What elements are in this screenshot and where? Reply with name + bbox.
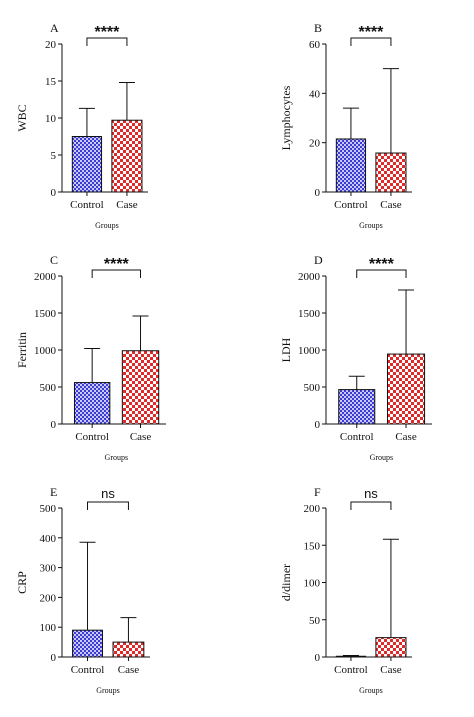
significance-label: ns: [101, 486, 115, 501]
bar-control: [71, 136, 103, 193]
y-tick-label: 0: [315, 187, 321, 199]
x-axis-label: Groups: [95, 221, 119, 230]
y-tick-label: 60: [309, 39, 321, 51]
y-tick-label: 2000: [298, 271, 321, 283]
significance-label: ****: [94, 24, 120, 41]
bar-case: [111, 119, 143, 193]
y-tick-label: 1000: [298, 345, 321, 357]
panel-letter: D: [314, 253, 323, 267]
x-tick-label-case: Case: [395, 431, 417, 443]
x-tick-label-control: Control: [340, 431, 374, 443]
panel-letter: A: [50, 21, 59, 35]
x-tick-label-control: Control: [75, 431, 109, 443]
significance-bracket: [86, 37, 128, 46]
y-axis-label: LDH: [279, 337, 293, 362]
y-tick-label: 0: [315, 652, 321, 664]
y-axis-label: Lymphocytes: [279, 85, 293, 150]
x-tick-label-case: Case: [118, 664, 140, 676]
significance-bracket: [350, 37, 392, 46]
panel-d: D 0 500 1000 1500 2000 LDH Control Case Groups ***…: [279, 253, 432, 462]
y-tick-label: 1000: [34, 345, 57, 357]
x-tick-label-control: Control: [334, 664, 368, 676]
significance-label: ****: [358, 24, 384, 41]
x-tick-label-case: Case: [380, 664, 402, 676]
y-axis-label: Ferritin: [15, 332, 29, 368]
significance-bracket: [91, 269, 142, 278]
significance-bracket: [87, 501, 129, 510]
y-tick-label: 150: [304, 540, 321, 552]
bar-control: [338, 389, 376, 425]
significance-label: ns: [364, 486, 378, 501]
x-axis-label: Groups: [105, 453, 129, 462]
y-tick-label: 200: [40, 592, 57, 604]
y-tick-label: 100: [40, 622, 57, 634]
y-tick-label: 20: [45, 39, 57, 51]
y-tick-label: 20: [309, 138, 321, 150]
significance-bracket: [350, 501, 392, 510]
panel-letter: C: [50, 253, 58, 267]
x-tick-label-control: Control: [70, 199, 104, 211]
bar-case: [112, 641, 145, 658]
significance-label: ****: [104, 256, 130, 273]
y-tick-label: 1500: [298, 308, 321, 320]
y-axis-label: d/dimer: [279, 564, 293, 601]
y-axis-label: WBC: [15, 104, 29, 131]
y-tick-label: 200: [304, 503, 321, 515]
x-tick-label-control: Control: [334, 199, 368, 211]
x-axis-label: Groups: [370, 453, 394, 462]
x-axis-label: Groups: [359, 221, 383, 230]
y-tick-label: 0: [51, 652, 57, 664]
y-tick-label: 0: [51, 419, 57, 431]
bar-control: [73, 382, 111, 425]
panel-letter: E: [50, 485, 57, 499]
bar-case: [386, 353, 426, 425]
y-tick-label: 300: [40, 563, 57, 575]
y-tick-label: 15: [45, 76, 57, 88]
y-tick-label: 100: [304, 578, 321, 590]
bar-case: [375, 152, 407, 193]
panel-f: F 0 50 100 150 200 d/dimer Control Case Groups ns: [279, 485, 412, 695]
panel-a: A 0 5 10 15 20 WBC Control Case Groups ****: [15, 21, 148, 230]
y-axis-label: CRP: [15, 571, 29, 594]
y-tick-label: 1500: [34, 308, 57, 320]
y-tick-label: 400: [40, 533, 57, 545]
y-tick-label: 0: [51, 187, 57, 199]
y-tick-label: 50: [309, 615, 321, 627]
x-tick-label-case: Case: [380, 199, 402, 211]
y-tick-label: 500: [40, 503, 57, 515]
x-axis-label: Groups: [359, 686, 383, 695]
x-tick-label-control: Control: [71, 664, 105, 676]
x-tick-label-case: Case: [130, 431, 152, 443]
panel-c: C 0 500 1000 1500 2000 Ferritin Control Case Grou…: [15, 253, 166, 462]
y-tick-label: 500: [40, 382, 57, 394]
bar-control: [72, 629, 103, 658]
bar-control: [335, 655, 367, 658]
panel-b: B 0 20 40 60 Lymphocytes Control Case Groups ****: [279, 21, 412, 230]
y-tick-label: 500: [304, 382, 321, 394]
bar-case: [375, 637, 407, 658]
y-tick-label: 40: [309, 88, 321, 100]
significance-label: ****: [369, 256, 395, 273]
panel-e: E 0 100 200 300 400 500 CRP Control Case Groups ns: [15, 485, 150, 695]
panel-letter: B: [314, 21, 322, 35]
significance-bracket: [356, 269, 407, 278]
x-axis-label: Groups: [96, 686, 120, 695]
y-tick-label: 10: [45, 113, 57, 125]
panel-letter: F: [314, 485, 321, 499]
bar-control: [335, 138, 367, 193]
y-tick-label: 2000: [34, 271, 57, 283]
y-tick-label: 0: [315, 419, 321, 431]
y-tick-label: 5: [51, 150, 57, 162]
x-tick-label-case: Case: [116, 199, 138, 211]
bar-case: [121, 350, 160, 425]
